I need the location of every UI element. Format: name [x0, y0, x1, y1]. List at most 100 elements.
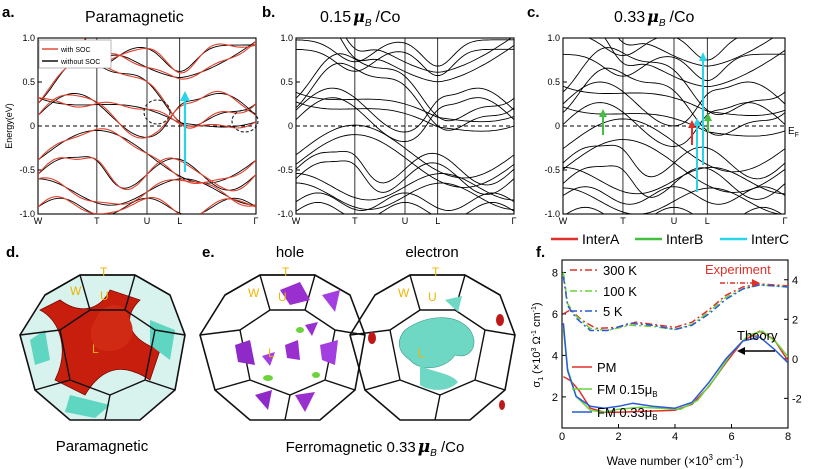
hole-pocket	[320, 340, 338, 365]
panel-b: b. 0.15 μB/Co 1.0 0.5 0 -0.5 -1.0W T U L Γ	[262, 4, 517, 226]
fermi-sheet-teal	[30, 330, 50, 365]
y-tick-label: -0.5	[277, 165, 293, 175]
panel-c-title-value: 0.33	[614, 9, 645, 26]
band-line	[296, 101, 514, 132]
green-pocket	[312, 372, 320, 378]
band-line	[296, 48, 514, 76]
red-pocket	[368, 332, 376, 344]
panel-b-label: b.	[262, 4, 275, 21]
band-line	[339, 38, 514, 83]
band-line	[38, 90, 256, 139]
panel-b-bands	[296, 38, 514, 214]
x-tick-label: 8	[785, 431, 791, 443]
legend-300k: 300 K	[603, 263, 637, 278]
y-tick-label: 0	[30, 121, 35, 131]
band-line	[563, 165, 785, 200]
legend-fm033-mu: μ	[645, 405, 653, 420]
ylabel-rest: (×10	[531, 351, 543, 376]
y-tick-label: -0.5	[544, 165, 560, 175]
hs-point-l: L	[418, 346, 425, 360]
panel-c-title-unit: μ	[647, 7, 659, 26]
band-line	[563, 186, 785, 205]
electron-pocket	[445, 296, 462, 312]
band-line	[587, 38, 739, 61]
ylabel-sigma: σ	[531, 381, 543, 388]
x-tick-label: 2	[615, 431, 621, 443]
hs-point-w: W	[248, 286, 260, 300]
hs-point-u: U	[100, 289, 109, 303]
k-label: W	[292, 216, 301, 226]
xlabel-close: )	[739, 454, 743, 468]
inter-b-label: InterB	[666, 231, 703, 247]
xlabel-main: Wave number (×10	[607, 454, 709, 468]
xlabel-end: cm	[713, 454, 732, 468]
hole-pocket	[305, 322, 318, 336]
band-line	[563, 144, 785, 180]
y2-tick-label: 0	[792, 354, 798, 366]
hs-point-t: T	[100, 265, 108, 279]
fermi-surface-hole: T W U L	[199, 265, 366, 421]
panel-e-hole: hole	[276, 244, 304, 261]
electron-pocket	[398, 317, 475, 368]
bz-edges	[19, 274, 186, 421]
k-label: U	[671, 216, 678, 226]
green-pocket	[296, 327, 304, 333]
y-tick-label: -1.0	[544, 209, 560, 219]
k-label: Γ	[254, 216, 259, 226]
fermi-sheet-teal	[65, 395, 110, 418]
band-line	[296, 201, 514, 214]
inter-a-label: InterA	[582, 231, 620, 247]
ylabel-sup: 3	[531, 347, 538, 351]
band-line	[38, 97, 256, 129]
legend-100k: 100 K	[603, 284, 637, 299]
band-line	[38, 195, 256, 214]
panel-e-caption-sub: B	[430, 448, 437, 459]
band-line	[296, 39, 514, 67]
k-label: Γ	[783, 216, 788, 226]
k-label: L	[177, 216, 182, 226]
panel-a-legend: with SOC without SOC	[38, 39, 112, 69]
hole-pocket	[322, 290, 340, 312]
panel-f-xlabel: Wave number (×103 cm-1)	[607, 453, 744, 468]
band-line	[563, 67, 785, 136]
band-line	[296, 53, 514, 122]
band-line	[38, 128, 256, 184]
highlight-circle	[143, 99, 171, 125]
xlabel-sup2: -1	[732, 453, 740, 462]
legend-fm015-mu: μ	[645, 382, 653, 397]
y-tick-label: 4	[552, 350, 558, 362]
series-300-k	[563, 283, 788, 330]
panel-a-ylabel: Energy(eV)	[4, 103, 14, 149]
band-line	[38, 177, 256, 207]
arrow-head	[699, 52, 707, 61]
k-label: L	[705, 216, 710, 226]
band-line	[296, 150, 514, 186]
hs-point-w: W	[70, 284, 82, 298]
ylabel-close: )	[531, 302, 543, 306]
band-line	[563, 85, 785, 116]
band-line	[563, 102, 785, 147]
band-line	[296, 160, 514, 195]
fermi-surface-pm: T W U L	[19, 265, 186, 421]
series-fm-0-15-b	[562, 329, 788, 413]
arrow-head	[737, 347, 745, 355]
legend-label-soc: with SOC	[60, 47, 91, 54]
highlight-circle	[231, 109, 259, 133]
band-line	[296, 62, 514, 131]
panel-b-axes: 1.0 0.5 0 -0.5 -1.0W T U L Γ	[277, 33, 516, 226]
panel-e-caption-prefix: Ferromagnetic 0.33	[286, 439, 416, 456]
panel-c-bands	[563, 38, 785, 214]
legend-fm033-sub: B	[652, 413, 657, 422]
green-pocket	[263, 375, 273, 381]
k-label: T	[352, 216, 358, 226]
y-tick-label: 0	[288, 121, 293, 131]
x-tick-label: 6	[728, 431, 734, 443]
hole-pocket	[285, 340, 300, 360]
hs-point-w: W	[398, 286, 410, 300]
ylabel-mid: Ω	[531, 336, 543, 347]
ylabel-cm: cm	[531, 312, 543, 330]
k-label: Γ	[512, 216, 517, 226]
band-line	[296, 124, 514, 179]
theory-label: Theory	[737, 328, 778, 343]
legend-5k: 5 K	[603, 304, 623, 319]
